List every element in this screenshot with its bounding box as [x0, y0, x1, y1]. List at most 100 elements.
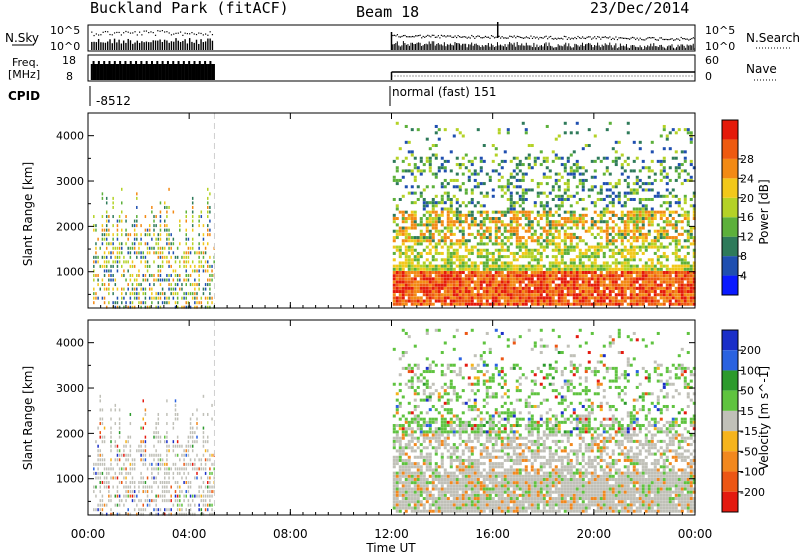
cell	[452, 293, 456, 297]
cell	[155, 453, 157, 457]
cell	[608, 264, 612, 268]
cell	[515, 280, 519, 284]
cell	[677, 232, 681, 236]
cell	[398, 471, 402, 475]
nsky-dot	[132, 32, 134, 34]
cell	[533, 201, 537, 205]
cell	[587, 258, 591, 262]
cell	[509, 232, 513, 236]
cell	[395, 217, 399, 221]
cell	[527, 261, 531, 265]
cell	[488, 296, 492, 300]
cell	[461, 232, 465, 236]
cell	[623, 232, 627, 236]
cell	[434, 299, 438, 303]
cell	[623, 283, 627, 287]
cell	[183, 251, 185, 255]
cell	[572, 261, 576, 265]
nsky-dot	[490, 35, 493, 37]
cell	[398, 283, 402, 287]
cell	[473, 293, 477, 297]
cell	[148, 453, 151, 457]
cell	[626, 302, 630, 306]
cell	[581, 223, 585, 227]
cell	[614, 150, 618, 154]
cell	[587, 290, 591, 294]
cell	[138, 449, 140, 453]
cell	[626, 229, 630, 233]
cell	[206, 503, 209, 507]
cell	[187, 480, 190, 484]
cell	[608, 255, 612, 259]
cell	[686, 239, 690, 243]
cell	[395, 232, 399, 236]
cell	[116, 476, 119, 480]
cell	[665, 270, 669, 274]
cell	[494, 153, 498, 157]
cell	[419, 239, 423, 243]
cell	[614, 159, 618, 163]
cell	[488, 178, 492, 182]
cell	[452, 251, 456, 255]
cell	[194, 264, 196, 268]
cell	[539, 226, 543, 230]
cell	[194, 283, 196, 287]
nsky-dot	[416, 35, 418, 37]
cell	[443, 232, 447, 236]
cell	[575, 283, 579, 287]
cell	[123, 273, 125, 277]
cell	[683, 299, 687, 303]
cell	[521, 197, 525, 201]
cell	[515, 232, 519, 236]
cell	[151, 296, 153, 300]
cell	[146, 242, 149, 246]
cell	[491, 217, 495, 221]
nsky-dot	[676, 38, 678, 40]
nsky-dot	[610, 38, 612, 41]
colorbar-segment	[722, 217, 738, 237]
cell	[401, 351, 405, 355]
cell	[431, 290, 435, 294]
cell	[566, 245, 570, 249]
cell	[521, 296, 525, 300]
cell	[146, 499, 149, 503]
cell	[200, 499, 203, 503]
cell	[539, 232, 543, 236]
cell	[209, 467, 211, 471]
cell	[187, 485, 190, 489]
cell	[632, 270, 636, 274]
cell	[398, 506, 402, 510]
cell	[623, 191, 627, 195]
cell	[121, 471, 123, 475]
cell	[404, 236, 408, 240]
cell	[395, 223, 399, 227]
cell	[509, 261, 513, 265]
cell	[452, 290, 456, 294]
cell	[431, 245, 435, 249]
cell	[674, 169, 678, 173]
cell	[482, 274, 486, 278]
cell	[533, 290, 537, 294]
cell	[602, 229, 606, 233]
cell	[689, 137, 693, 141]
cell	[101, 237, 104, 241]
cell	[159, 273, 162, 277]
cell	[103, 301, 106, 305]
cell	[590, 251, 594, 255]
cell	[617, 274, 621, 278]
cell	[413, 163, 417, 167]
cell	[425, 229, 429, 233]
cell	[449, 242, 453, 246]
cell	[196, 292, 198, 296]
cell	[665, 194, 669, 198]
cell	[563, 274, 567, 278]
cell	[461, 299, 465, 303]
cell	[431, 258, 435, 262]
nave-tick-bottom: 0	[705, 70, 712, 83]
cell	[626, 251, 630, 255]
cell	[413, 299, 417, 303]
cell	[392, 424, 396, 428]
cell	[419, 172, 423, 176]
cell	[99, 408, 102, 412]
cell	[593, 220, 597, 224]
